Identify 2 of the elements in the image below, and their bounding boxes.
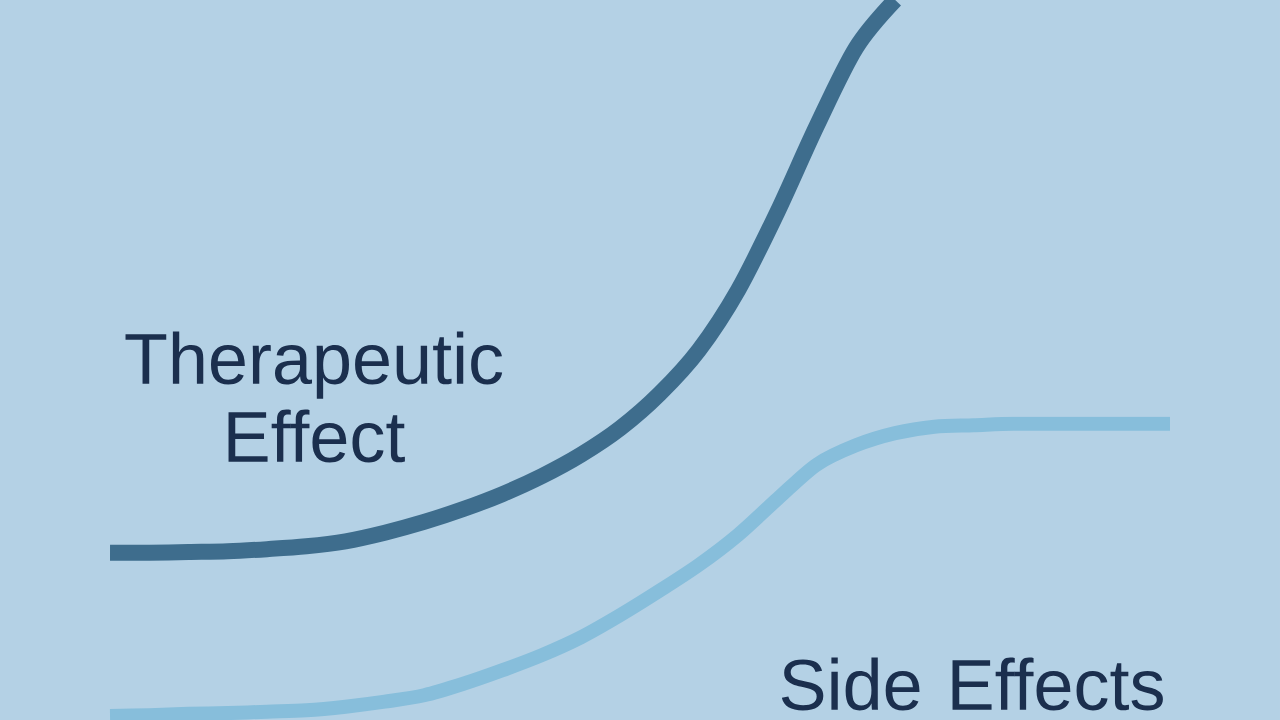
series-label: Side Effects bbox=[781, 657, 1163, 711]
series-label: Therapeutic Effect bbox=[125, 331, 503, 463]
